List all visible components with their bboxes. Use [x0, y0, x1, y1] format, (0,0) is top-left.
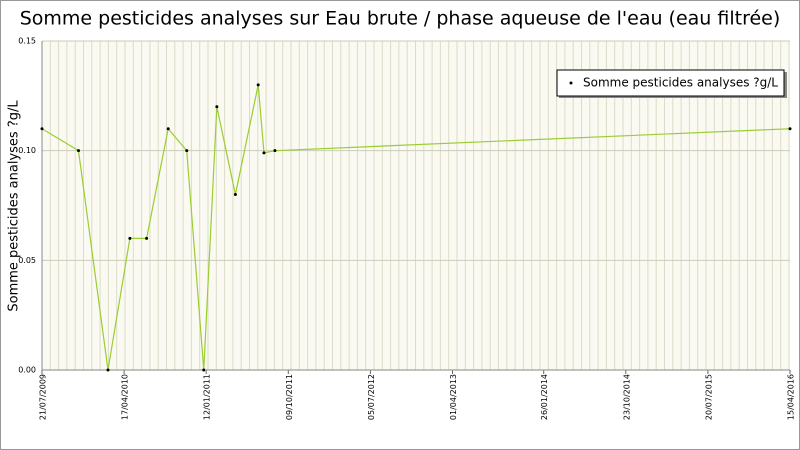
data-point	[106, 368, 110, 372]
data-point	[273, 149, 277, 153]
x-tick-label: 15/04/2016	[787, 374, 796, 420]
chart-title: Somme pesticides analyses sur Eau brute …	[20, 8, 781, 30]
legend-box	[556, 69, 785, 97]
y-tick-label: 0.10	[18, 146, 36, 155]
data-point	[145, 236, 149, 240]
x-tick-label: 23/10/2014	[622, 374, 631, 420]
x-tick-label: 20/07/2015	[704, 374, 713, 420]
data-point	[262, 151, 266, 155]
x-tick-label: 17/04/2010	[121, 374, 130, 420]
data-point	[202, 368, 206, 372]
data-point	[166, 127, 170, 131]
data-point	[76, 149, 80, 153]
x-tick-label: 21/07/2009	[39, 374, 48, 420]
y-tick-label: 0.05	[18, 256, 36, 265]
data-point	[788, 127, 792, 131]
y-tick-label: 0.00	[18, 366, 36, 375]
data-point	[185, 149, 189, 153]
data-point	[40, 127, 44, 131]
data-point	[215, 105, 219, 109]
series-line	[41, 84, 791, 371]
data-point	[256, 83, 260, 87]
x-tick-label: 12/01/2011	[203, 374, 212, 420]
x-tick-label: 01/04/2013	[449, 374, 458, 420]
x-tick-label: 05/07/2012	[367, 374, 376, 420]
data-point	[128, 236, 132, 240]
x-tick-label: 09/10/2011	[285, 374, 294, 420]
x-tick-label: 26/01/2014	[540, 374, 549, 420]
legend-label: Somme pesticides analyses ?g/L	[583, 76, 778, 90]
data-point	[233, 193, 237, 197]
y-tick-label: 0.15	[18, 37, 36, 46]
legend-marker	[569, 81, 573, 85]
y-axis-label: Somme pesticides analyses ?g/L	[7, 100, 22, 312]
